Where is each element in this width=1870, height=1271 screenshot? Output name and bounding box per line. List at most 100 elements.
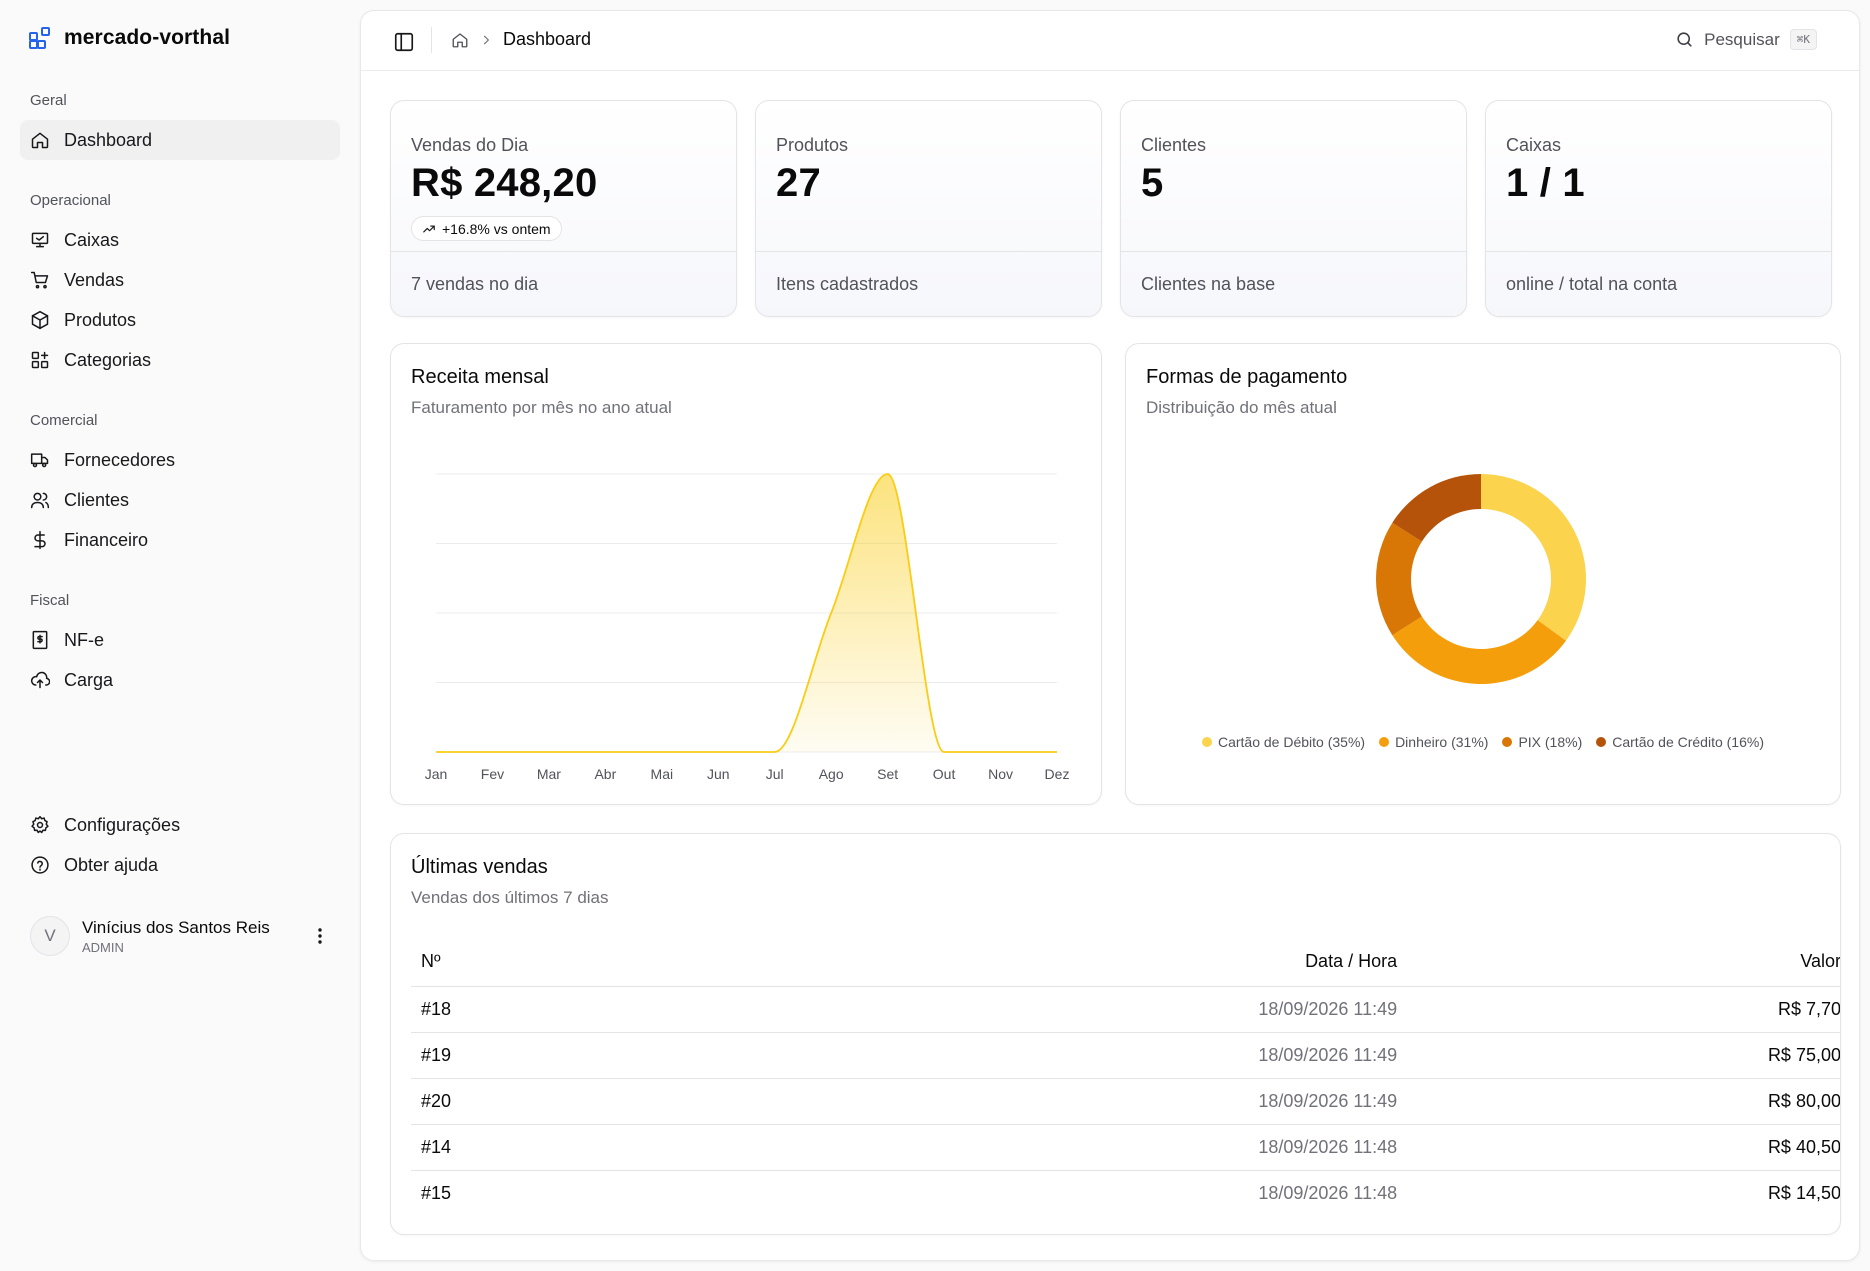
user-name: Vinícius dos Santos Reis (82, 917, 270, 937)
search-button[interactable]: Pesquisar ⌘K (1675, 29, 1817, 50)
x-tick-label: Mar (537, 766, 561, 782)
sale-value: R$ 80,00 (1407, 1078, 1840, 1125)
help-circle-icon (31, 856, 49, 874)
sidebar-item-label: Fornecedores (64, 449, 176, 470)
sidebar-item-fornecedores[interactable]: Fornecedores (20, 440, 340, 480)
dollar-icon (34, 530, 46, 550)
table-subtitle: Vendas dos últimos 7 dias (411, 888, 609, 907)
legend-label: Dinheiro (31%) (1395, 734, 1489, 750)
legend-label: PIX (18%) (1518, 734, 1583, 750)
column-header-number: Nº (411, 938, 650, 987)
legend-dot (1379, 737, 1390, 747)
sidebar-item-carga[interactable]: Carga (20, 660, 340, 700)
x-tick-label: Abr (594, 766, 616, 782)
brand[interactable]: mercado-vorthal (28, 26, 230, 50)
x-tick-label: Jan (425, 766, 448, 782)
sidebar-item-vendas[interactable]: Vendas (20, 260, 340, 300)
stat-value: 1 / 1 (1506, 161, 1585, 205)
sidebar-item-label: Vendas (64, 269, 125, 290)
cart-icon (30, 271, 49, 289)
table-row[interactable]: #20 18/09/2026 11:49 R$ 80,00 (411, 1078, 1840, 1125)
box-icon (31, 310, 49, 330)
home-icon (31, 132, 49, 149)
chart-subtitle: Faturamento por mês no ano atual (411, 398, 672, 417)
sidebar-item-nfe[interactable]: NF-e (20, 620, 340, 660)
sidebar-item-label: Configurações (64, 814, 181, 835)
trend-badge: +16.8% vs ontem (411, 216, 562, 241)
stat-label: Produtos (776, 135, 849, 155)
home-icon[interactable] (451, 31, 469, 49)
revenue-line (436, 473, 1057, 753)
sidebar-item-label: Carga (64, 669, 114, 690)
stat-card-caixas: Caixas 1 / 1 online / total na conta (1485, 100, 1832, 317)
revenue-area (436, 474, 1057, 752)
group-label-comercial: Comercial (30, 412, 98, 429)
payments-donut-chart (1376, 474, 1586, 684)
sidebar-item-dashboard[interactable]: Dashboard (20, 120, 340, 160)
sale-date: 18/09/2026 11:48 (649, 1124, 1408, 1171)
stat-card-produtos: Produtos 27 Itens cadastrados (755, 100, 1102, 317)
chart-subtitle: Distribuição do mês atual (1146, 398, 1337, 417)
avatar: V (30, 916, 70, 956)
column-header-value: Valor (1407, 938, 1840, 987)
donut-slice-0[interactable] (1481, 474, 1586, 641)
stat-footer: Clientes na base (1121, 251, 1466, 316)
sale-date: 18/09/2026 11:49 (649, 1032, 1408, 1079)
user-role: ADMIN (82, 939, 124, 955)
stat-card-clientes: Clientes 5 Clientes na base (1120, 100, 1467, 317)
x-tick-label: Dez (1045, 766, 1070, 782)
monitor-icon (31, 232, 49, 248)
sale-value: R$ 75,00 (1407, 1032, 1840, 1079)
more-vertical-icon[interactable] (310, 925, 330, 947)
sidebar-item-label: Financeiro (64, 529, 149, 550)
sidebar-item-ajuda[interactable]: Obter ajuda (20, 845, 340, 885)
stat-card-vendas: Vendas do Dia R$ 248,20 +16.8% vs ontem … (390, 100, 737, 317)
revenue-area-chart: Jan Fev Mar Abr Mai Jun Jul Ago Set Out Nov Dez (425, 473, 1070, 782)
sidebar-item-financeiro[interactable]: Financeiro (20, 520, 340, 560)
grid-plus-icon (31, 351, 49, 369)
group-label-operacional: Operacional (30, 192, 111, 209)
sidebar-item-label: NF-e (64, 629, 104, 650)
x-tick-label: Mai (651, 766, 674, 782)
table-row[interactable]: #19 18/09/2026 11:49 R$ 75,00 (411, 1032, 1840, 1079)
legend-item: Cartão de Débito (35%) (1201, 734, 1366, 750)
user-menu[interactable]: V Vinícius dos Santos Reis ADMIN (30, 915, 340, 957)
donut-slice-2[interactable] (1376, 522, 1422, 636)
sidebar-item-caixas[interactable]: Caixas (20, 220, 340, 260)
sale-value: R$ 40,50 (1407, 1124, 1840, 1171)
brand-name: mercado-vorthal (64, 26, 231, 49)
table-row[interactable]: #15 18/09/2026 11:48 R$ 14,50 (411, 1170, 1841, 1216)
revenue-chart-card: Receita mensal Faturamento por mês no an… (390, 343, 1102, 805)
donut-slice-3[interactable] (1392, 474, 1481, 542)
chevron-right-icon (483, 35, 490, 44)
x-tick-label: Out (933, 766, 956, 782)
donut-slice-1[interactable] (1392, 616, 1566, 684)
sidebar-item-categorias[interactable]: Categorias (20, 340, 340, 380)
breadcrumb: Dashboard (451, 29, 591, 50)
main-panel: Dashboard Pesquisar ⌘K Vendas do Dia R$ … (360, 10, 1860, 1261)
sale-value: R$ 14,50 (1767, 1182, 1841, 1203)
sale-date: 18/09/2026 11:49 (649, 986, 1408, 1033)
sidebar-item-label: Obter ajuda (64, 854, 159, 875)
legend-label: Cartão de Crédito (16%) (1612, 734, 1764, 750)
sidebar-item-produtos[interactable]: Produtos (20, 300, 340, 340)
sidebar-toggle-icon[interactable] (393, 31, 415, 53)
table-row[interactable]: #18 18/09/2026 11:49 R$ 7,70 (411, 986, 1840, 1033)
legend-item: PIX (18%) (1502, 734, 1582, 750)
search-label: Pesquisar (1704, 29, 1780, 49)
payments-chart-card: Formas de pagamento Distribuição do mês … (1125, 343, 1841, 805)
sidebar-item-label: Caixas (64, 229, 120, 250)
sidebar-item-configuracoes[interactable]: Configurações (20, 805, 340, 845)
users-icon (30, 492, 50, 509)
sale-number: #15 (421, 1182, 452, 1203)
sale-date: 18/09/2026 11:48 (1258, 1182, 1398, 1203)
receipt-icon (32, 630, 48, 650)
x-tick-label: Jun (707, 766, 730, 782)
table-row[interactable]: #14 18/09/2026 11:48 R$ 40,50 (411, 1124, 1840, 1171)
sidebar-item-clientes[interactable]: Clientes (20, 480, 340, 520)
legend-label: Cartão de Débito (35%) (1217, 734, 1366, 750)
sidebar-item-label: Produtos (64, 309, 137, 330)
legend-dot (1502, 737, 1513, 747)
chart-title: Formas de pagamento (1146, 366, 1348, 388)
legend-dot (1596, 737, 1607, 747)
